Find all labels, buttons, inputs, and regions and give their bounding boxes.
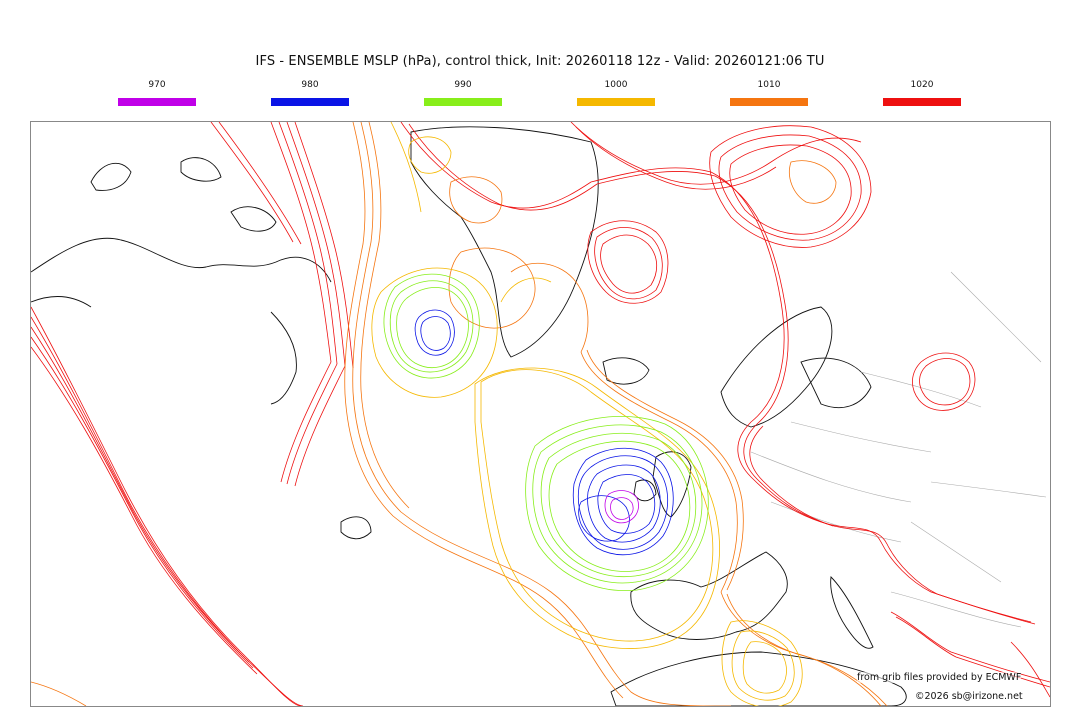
- legend-swatch: [424, 98, 502, 106]
- source-credit: from grib files provided by ECMWF: [857, 672, 1022, 683]
- legend-label: 980: [301, 80, 319, 90]
- legend-swatch: [577, 98, 655, 106]
- coastlines: [31, 126, 907, 706]
- legend-item-990: 990: [424, 80, 502, 106]
- isobars-1010: [31, 122, 888, 706]
- legend-swatch: [730, 98, 808, 106]
- legend-item-1020: 1020: [883, 80, 961, 106]
- copyright-credit: ©2026 sb@irizone.net: [915, 691, 1023, 702]
- legend-swatch: [118, 98, 196, 106]
- legend-label: 1020: [910, 80, 934, 90]
- map-panel[interactable]: [30, 121, 1051, 707]
- legend-swatch: [271, 98, 349, 106]
- map-title: IFS - ENSEMBLE MSLP (hPa), control thick…: [255, 54, 825, 69]
- isobars-980: [414, 309, 674, 556]
- isobars-1000: [371, 122, 803, 706]
- legend-item-970: 970: [118, 80, 196, 106]
- isobars-1020: [31, 122, 1050, 706]
- legend-item-980: 980: [271, 80, 349, 106]
- legend-label: 990: [454, 80, 472, 90]
- legend-label: 1010: [757, 80, 781, 90]
- legend-swatch: [883, 98, 961, 106]
- legend-label: 1000: [604, 80, 628, 90]
- legend-label: 970: [148, 80, 166, 90]
- borders: [750, 271, 1047, 628]
- isobars-970: [604, 490, 639, 524]
- isobars-990: [383, 273, 709, 591]
- pressure-map: [31, 122, 1050, 706]
- legend-item-1010: 1010: [730, 80, 808, 106]
- legend-item-1000: 1000: [577, 80, 655, 106]
